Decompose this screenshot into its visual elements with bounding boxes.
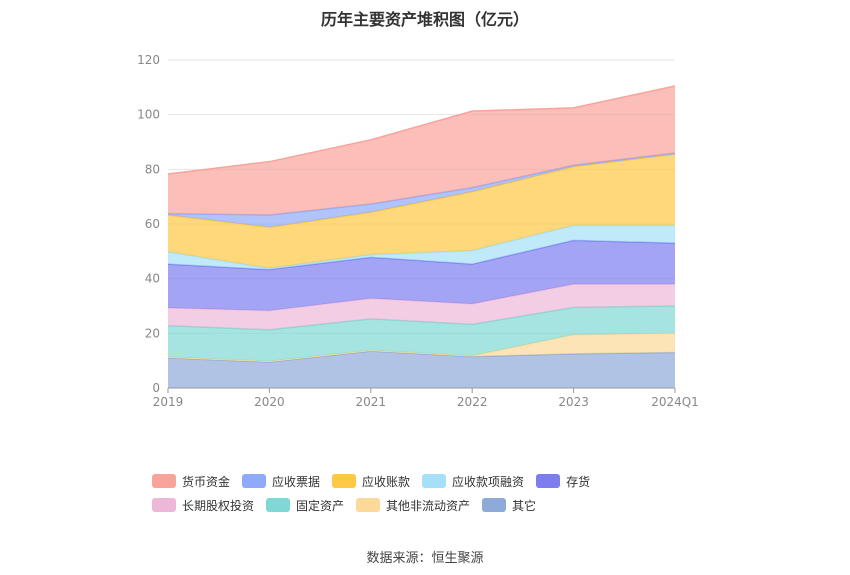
legend-item[interactable]: 应收票据 <box>242 472 320 490</box>
legend-label: 货币资金 <box>182 474 231 489</box>
x-tick-label: 2024Q1 <box>651 395 699 409</box>
axes: 0 20 40 60 80 100 120 2019 2020 2021 2022 2023 2024Q… <box>137 53 699 409</box>
legend-item[interactable]: 存货 <box>536 472 590 490</box>
legend-swatch <box>152 498 176 512</box>
legend-label: 其他非流动资产 <box>386 498 471 513</box>
legend-item[interactable]: 货币资金 <box>152 472 230 490</box>
legend-swatch <box>356 498 381 512</box>
legend-label: 长期股权投资 <box>182 498 255 513</box>
y-tick-label: 20 <box>145 326 160 340</box>
legend-item[interactable]: 长期股权投资 <box>152 496 254 514</box>
legend-label: 应收账款 <box>362 474 411 489</box>
legend-swatch <box>242 474 267 488</box>
legend-item[interactable]: 其他非流动资产 <box>356 496 470 514</box>
chart-title: 历年主要资产堆积图（亿元） <box>320 10 529 29</box>
legend-item[interactable]: 应收账款 <box>332 472 410 490</box>
y-tick-label: 80 <box>145 162 160 176</box>
y-tick-label: 0 <box>152 381 160 395</box>
legend-swatch <box>332 474 357 488</box>
chart-legend: 货币资金 应收票据 应收账款 应收款项融资 存货长期股权投资 固定资产 其他非流动资产 其它 <box>152 472 712 520</box>
area-货币资金 <box>168 85 675 215</box>
x-tick-label: 2022 <box>457 395 488 409</box>
y-tick-label: 60 <box>145 217 160 231</box>
legend-swatch <box>536 474 561 488</box>
y-tick-label: 40 <box>145 272 160 286</box>
area-应收款项融资 <box>168 225 675 270</box>
x-tick-label: 2020 <box>254 395 285 409</box>
line-货币资金 <box>167 85 676 175</box>
area-series <box>167 85 676 388</box>
legend-item[interactable]: 应收款项融资 <box>422 472 524 490</box>
legend-swatch <box>152 474 176 488</box>
legend-label: 其它 <box>512 498 537 513</box>
area-存货 <box>168 240 675 311</box>
legend-swatch <box>422 474 447 488</box>
area-长期股权投资 <box>168 284 675 330</box>
legend-swatch <box>482 498 507 512</box>
stacked-area-chart: 0 20 40 60 80 100 120 2019 2020 2021 2022 2023 2024Q… <box>137 53 699 409</box>
area-应收账款 <box>168 154 675 269</box>
x-tick-label: 2023 <box>558 395 589 409</box>
y-tick-label: 100 <box>137 108 160 122</box>
area-固定资产 <box>168 306 675 362</box>
legend-label: 存货 <box>566 474 591 489</box>
legend-label: 固定资产 <box>296 498 345 513</box>
y-tick-label: 120 <box>137 53 160 67</box>
legend-swatch <box>266 498 291 512</box>
legend-label: 应收票据 <box>272 474 321 489</box>
legend-item[interactable]: 固定资产 <box>266 496 344 514</box>
x-tick-label: 2021 <box>356 395 387 409</box>
data-source: 数据来源：恒生聚源 <box>366 551 484 566</box>
area-其它 <box>168 351 675 388</box>
legend-label: 应收款项融资 <box>452 474 525 489</box>
x-tick-label: 2019 <box>153 395 184 409</box>
legend-item[interactable]: 其它 <box>482 496 536 514</box>
